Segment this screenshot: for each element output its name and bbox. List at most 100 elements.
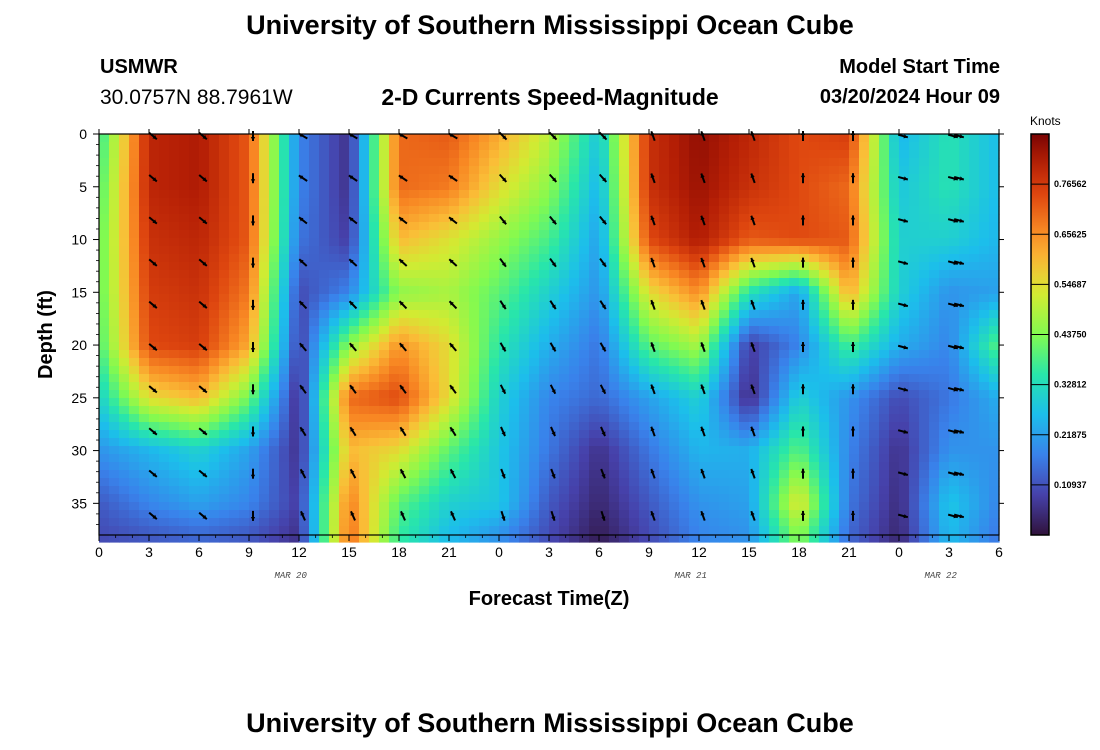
heatmap-cell	[659, 158, 670, 167]
heatmap-cell	[369, 534, 380, 543]
heatmap-cell	[939, 406, 950, 415]
heatmap-cell	[809, 382, 820, 391]
heatmap-cell	[129, 182, 140, 191]
heatmap-cell	[419, 294, 430, 303]
heatmap-cell	[889, 430, 900, 439]
heatmap-cell	[419, 446, 430, 455]
heatmap-cell	[449, 198, 460, 207]
heatmap-cell	[99, 470, 110, 479]
heatmap-cell	[379, 222, 390, 231]
heatmap-cell	[429, 198, 440, 207]
heatmap-cell	[549, 366, 560, 375]
heatmap-cell	[579, 318, 590, 327]
heatmap-cell	[299, 486, 310, 495]
heatmap-cell	[119, 374, 130, 383]
heatmap-cell	[99, 150, 110, 159]
heatmap-cell	[929, 446, 940, 455]
heatmap-cell	[139, 518, 150, 527]
heatmap-cell	[529, 206, 540, 215]
heatmap-cell	[199, 286, 210, 295]
heatmap-cell	[159, 366, 170, 375]
heatmap-cell	[579, 254, 590, 263]
x-tick-label: 21	[841, 544, 857, 560]
heatmap-cell	[539, 198, 550, 207]
heatmap-cell	[529, 518, 540, 527]
heatmap-cell	[399, 462, 410, 471]
heatmap-cell	[979, 254, 990, 263]
heatmap-cell	[279, 390, 290, 399]
heatmap-cell	[219, 230, 230, 239]
heatmap-cell	[599, 366, 610, 375]
heatmap-cell	[879, 182, 890, 191]
heatmap-cell	[899, 158, 910, 167]
heatmap-cell	[239, 406, 250, 415]
heatmap-cell	[859, 190, 870, 199]
heatmap-cell	[669, 302, 680, 311]
heatmap-cell	[799, 526, 810, 535]
heatmap-cell	[749, 414, 760, 423]
heatmap-cell	[809, 534, 820, 543]
current-arrow	[800, 257, 806, 268]
heatmap-cell	[419, 230, 430, 239]
y-tick-label: 20	[71, 337, 87, 353]
heatmap-cell	[379, 150, 390, 159]
heatmap-cell	[949, 494, 960, 503]
heatmap-cell	[489, 430, 500, 439]
heatmap-cell	[589, 422, 600, 431]
heatmap-cell	[689, 502, 700, 511]
heatmap-cell	[869, 502, 880, 511]
heatmap-cell	[239, 278, 250, 287]
heatmap-cell	[449, 334, 460, 343]
heatmap-cell	[399, 238, 410, 247]
heatmap-cell	[489, 414, 500, 423]
heatmap-cell	[469, 334, 480, 343]
heatmap-cell	[809, 422, 820, 431]
heatmap-cell	[359, 198, 370, 207]
heatmap-cell	[299, 326, 310, 335]
heatmap-cell	[659, 262, 670, 271]
heatmap-cell	[249, 230, 260, 239]
heatmap-cell	[229, 398, 240, 407]
heatmap-cell	[329, 502, 340, 511]
heatmap-cell	[239, 214, 250, 223]
heatmap-cell	[649, 486, 660, 495]
heatmap-cell	[359, 454, 370, 463]
vector-arrows	[148, 130, 965, 521]
heatmap-cell	[359, 238, 370, 247]
heatmap-cell	[829, 158, 840, 167]
heatmap-cell	[189, 190, 200, 199]
heatmap-cell	[569, 214, 580, 223]
heatmap-cell	[469, 182, 480, 191]
current-arrow	[800, 426, 806, 437]
heatmap-cell	[289, 150, 300, 159]
heatmap-cell	[289, 414, 300, 423]
heatmap-cell	[419, 158, 430, 167]
heatmap-cell	[559, 190, 570, 199]
heatmap-cell	[979, 318, 990, 327]
heatmap-cell	[579, 478, 590, 487]
heatmap-cell	[549, 214, 560, 223]
heatmap-cell	[789, 238, 800, 247]
heatmap-cell	[189, 518, 200, 527]
date-labels: MAR 20 MAR 21 MAR 22	[274, 571, 957, 581]
heatmap-cell	[719, 158, 730, 167]
heatmap-cell	[319, 382, 330, 391]
heatmap-cell	[379, 254, 390, 263]
heatmap-cell	[619, 486, 630, 495]
heatmap-cell	[789, 510, 800, 519]
heatmap-cell	[809, 446, 820, 455]
heatmap-cell	[169, 382, 180, 391]
heatmap-cell	[589, 246, 600, 255]
heatmap-cell	[149, 526, 160, 535]
heatmap-cell	[249, 414, 260, 423]
heatmap-cell	[869, 326, 880, 335]
heatmap-cell	[849, 206, 860, 215]
heatmap-cell	[259, 246, 270, 255]
heatmap-cell	[789, 246, 800, 255]
heatmap-cell	[579, 278, 590, 287]
heatmap-cell	[109, 422, 120, 431]
heatmap-cell	[659, 350, 670, 359]
heatmap-cell	[349, 214, 360, 223]
heatmap-cell	[689, 366, 700, 375]
heatmap-cell	[919, 430, 930, 439]
